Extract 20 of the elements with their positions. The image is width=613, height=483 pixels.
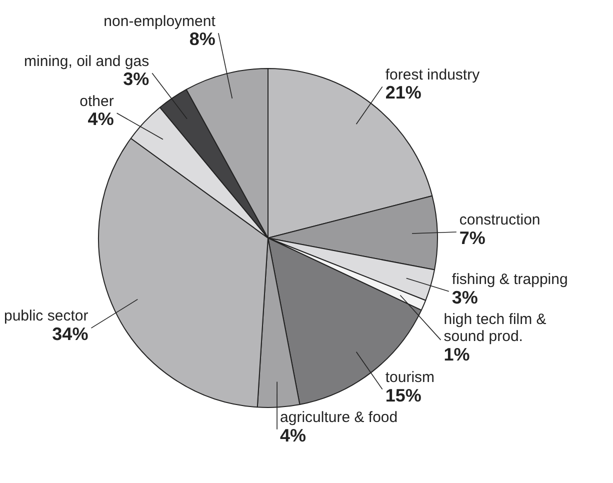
slice-label: fishing & trapping (452, 271, 568, 288)
slice-label: public sector (4, 308, 88, 325)
data-label: 7% (459, 228, 486, 248)
data-label: 4% (280, 425, 306, 446)
slice-label: tourism (385, 368, 435, 386)
data-label: 3% (452, 287, 478, 308)
slice-label: agriculture & food (280, 408, 398, 426)
data-label: 21% (385, 82, 422, 103)
data-label: 34% (52, 324, 88, 344)
slice-label: mining, oil and gas (24, 52, 150, 70)
slice-label: forest industry (385, 66, 480, 84)
data-label: 8% (189, 29, 216, 50)
slice-label: construction (459, 212, 540, 229)
slice-label: other (80, 92, 114, 110)
slice-label: non-employment (104, 12, 216, 30)
data-label: 3% (123, 69, 150, 90)
data-label: 4% (88, 109, 114, 130)
data-label: 1% (444, 344, 470, 364)
data-label: 15% (385, 385, 422, 406)
slice-label: high tech film & sound prod. (444, 311, 546, 346)
